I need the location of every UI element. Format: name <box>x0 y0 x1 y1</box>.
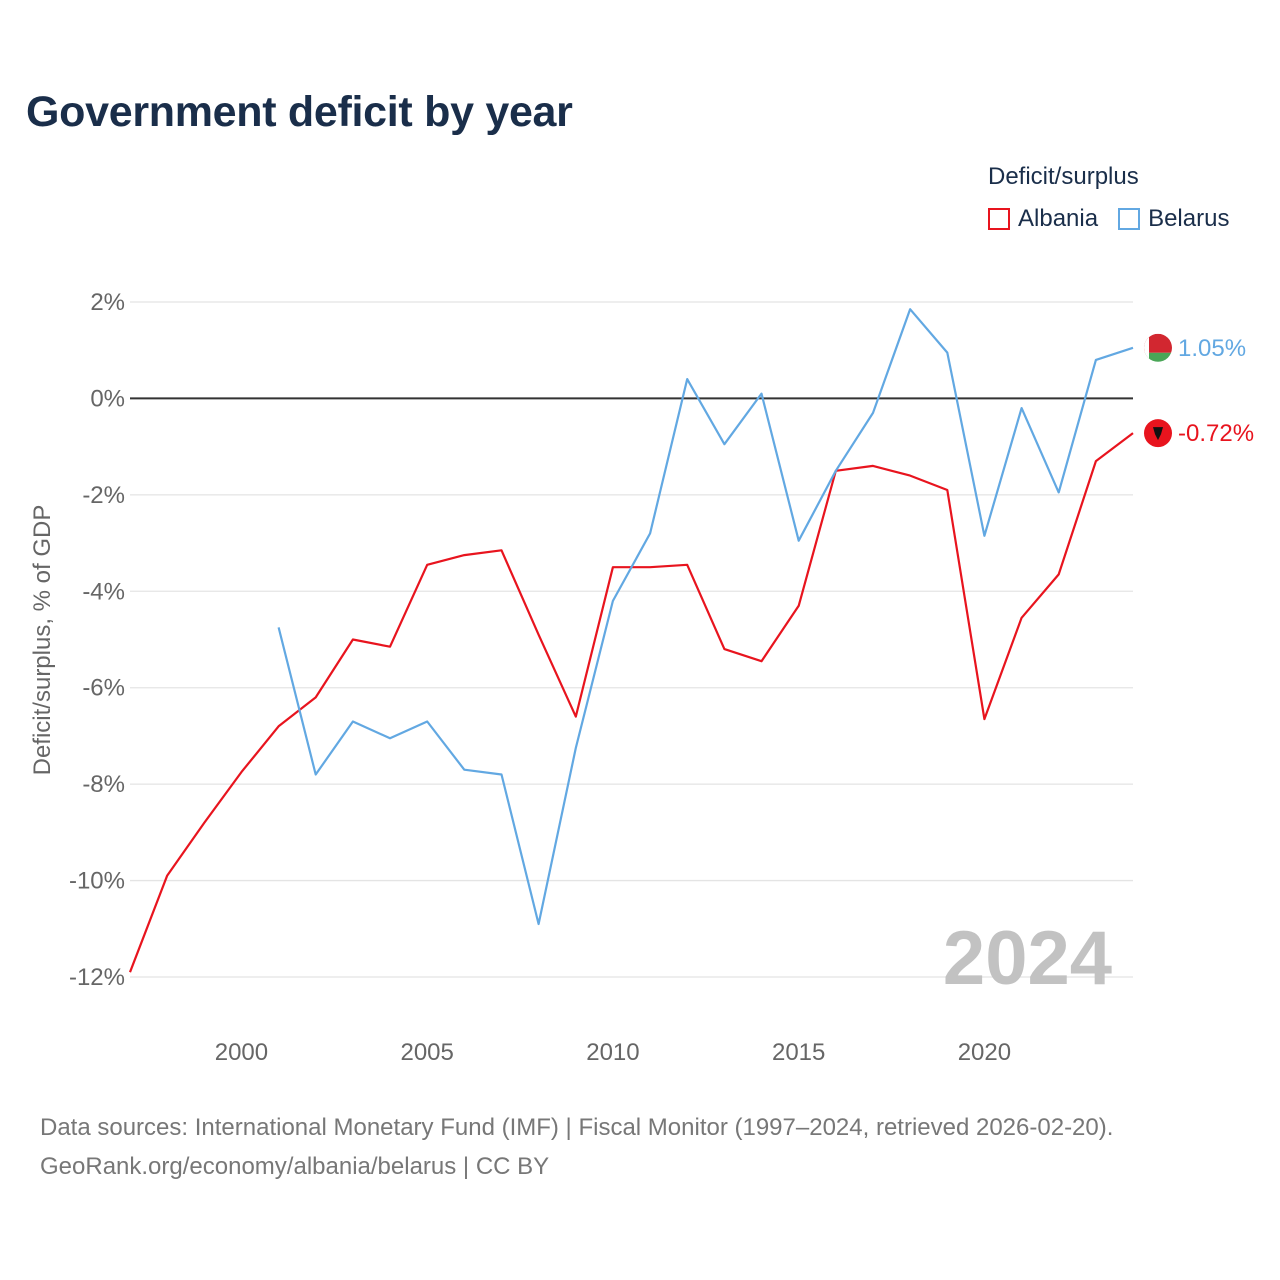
legend-title: Deficit/surplus <box>988 163 1139 190</box>
legend-item-albania[interactable]: Albania <box>988 205 1098 233</box>
albania-flag-icon <box>1144 419 1172 448</box>
y-tick-label: 0% <box>90 385 125 412</box>
sources-line-1: Data sources: International Monetary Fun… <box>40 1114 1114 1141</box>
sources-line-2[interactable]: GeoRank.org/economy/albania/belarus | CC… <box>40 1153 550 1180</box>
belarus-flag-icon <box>1144 333 1172 362</box>
y-axis-label: Deficit/surplus, % of GDP <box>29 505 56 776</box>
y-tick-label: -6% <box>82 675 125 702</box>
y-tick-label: -2% <box>82 482 125 509</box>
end-markers: -0.72% 1.05% <box>1144 333 1254 448</box>
chart-title: Government deficit by year <box>26 88 573 136</box>
x-tick-label: 2010 <box>586 1039 639 1066</box>
end-value-label-albania: -0.72% <box>1178 420 1254 447</box>
series-lines <box>128 308 1134 973</box>
x-tick-label: 2020 <box>958 1039 1011 1066</box>
y-tick-labels: 2% 0% -2% -4% -6% -8% -10% -12% <box>69 289 125 991</box>
y-tick-label: -10% <box>69 868 125 895</box>
legend: Albania Belarus <box>988 205 1229 233</box>
y-tick-label: -4% <box>82 578 125 605</box>
x-tick-labels: 2000 2005 2010 2015 2020 <box>215 1039 1011 1066</box>
data-sources: Data sources: International Monetary Fun… <box>40 1108 1113 1186</box>
series-line-albania[interactable] <box>128 432 1134 973</box>
legend-swatch-albania <box>988 208 1010 230</box>
legend-label-albania: Albania <box>1018 205 1099 232</box>
x-tick-label: 2015 <box>772 1039 825 1066</box>
grid-lines <box>130 301 1133 978</box>
series-line-belarus[interactable] <box>277 308 1134 926</box>
y-tick-label: 2% <box>90 289 125 316</box>
legend-swatch-belarus <box>1118 208 1141 230</box>
year-watermark: 2024 <box>943 916 1112 1001</box>
legend-label-belarus: Belarus <box>1148 205 1230 232</box>
y-tick-label: -8% <box>82 771 125 798</box>
x-tick-label: 2000 <box>215 1039 268 1066</box>
y-tick-label: -12% <box>69 964 125 991</box>
legend-item-belarus[interactable]: Belarus <box>1118 205 1229 233</box>
x-tick-label: 2005 <box>400 1039 453 1066</box>
end-value-label-belarus: 1.05% <box>1178 335 1246 362</box>
